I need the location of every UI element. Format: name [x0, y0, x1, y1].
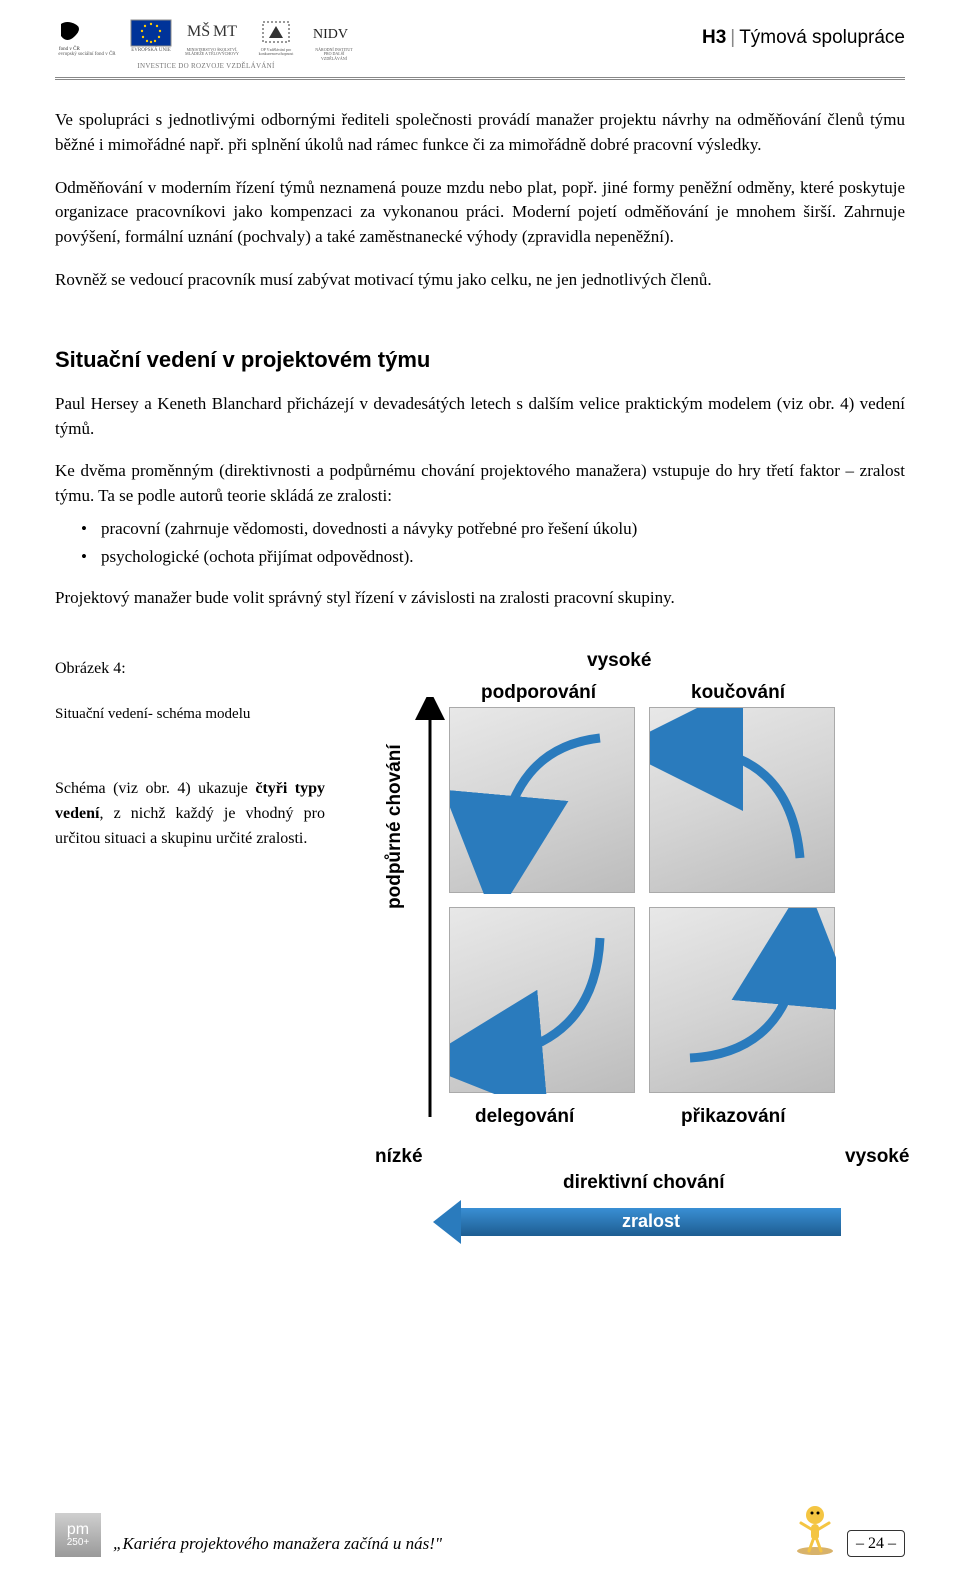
maturity-arrowhead-icon — [433, 1200, 461, 1244]
svg-text:MŠ: MŠ — [187, 21, 210, 40]
logo-nidv-label: NÁRODNÍ INSTITUT PRO DALŠÍ VZDĚLÁVÁNÍ — [311, 48, 357, 61]
quadrant-supporting — [449, 707, 635, 893]
axis-high-label: vysoké — [845, 1143, 909, 1171]
curve-arrow-icon — [450, 708, 636, 894]
logo-msmt: MŠ MT MINISTERSTVO ŠKOLSTVÍ, MLÁDEŽE A T… — [183, 18, 241, 57]
header-subtitle: Týmová spolupráce — [739, 27, 905, 48]
list-item: pracovní (zahrnuje vědomosti, dovednosti… — [101, 517, 905, 542]
paragraph-6: Projektový manažer bude volit správný st… — [55, 586, 905, 611]
logo-nidv: NIDV NÁRODNÍ INSTITUT PRO DALŠÍ VZDĚLÁVÁ… — [311, 18, 357, 61]
curve-arrow-icon — [650, 908, 836, 1094]
logo-esf: fond v ČR evropský sociální fond v ČR — [55, 18, 119, 58]
quadrant-label-directing: přikazování — [681, 1103, 786, 1131]
x-axis-label: direktivní chování — [563, 1169, 725, 1197]
situational-leadership-diagram: vysoké podpůrné chování nízké vysoké dir… — [345, 647, 905, 1257]
msmt-icon: MŠ MT — [183, 18, 241, 48]
quadrant-label-coaching: koučování — [691, 679, 785, 707]
page-number: – 24 – — [847, 1530, 905, 1557]
paragraph-4: Paul Hersey a Keneth Blanchard přicházej… — [55, 392, 905, 441]
bullet-list: pracovní (zahrnuje vědomosti, dovednosti… — [55, 517, 905, 570]
logo-op-label: OP Vzdělávání pro konkurenceschopnost — [249, 48, 303, 57]
pm250-bottom: 250+ — [67, 1538, 90, 1548]
axis-low-label: nízké — [375, 1143, 423, 1171]
esf-icon: fond v ČR — [55, 18, 119, 52]
pm250-logo: pm 250+ — [55, 1513, 101, 1557]
figure-title: Situační vedení- schéma modelu — [55, 704, 325, 726]
quadrant-coaching — [649, 707, 835, 893]
figure-desc-pre: Schéma (viz obr. 4) ukazuje — [55, 780, 255, 797]
svg-text:NIDV: NIDV — [313, 27, 348, 42]
quadrant-label-supporting: podporování — [481, 679, 596, 707]
y-axis-arrow-icon — [415, 697, 445, 1127]
page-footer: pm 250+ „Kariéra projektového manažera z… — [55, 1501, 905, 1557]
section-title: Situační vedení v projektovém týmu — [55, 344, 905, 376]
logo-op: OP Vzdělávání pro konkurenceschopnost — [249, 18, 303, 57]
logo-eu: EVROPSKÁ UNIE — [127, 18, 175, 54]
paragraph-2: Odměňování v moderním řízení týmů neznam… — [55, 176, 905, 250]
quadrant-delegating — [449, 907, 635, 1093]
paragraph-1: Ve spolupráci s jednotlivými odbornými ř… — [55, 108, 905, 157]
header-section-title: H3|Týmová spolupráce — [702, 24, 905, 52]
logo-msmt-label: MINISTERSTVO ŠKOLSTVÍ, MLÁDEŽE A TĚLOVÝC… — [183, 48, 241, 57]
y-axis-label: podpůrné chování — [381, 744, 409, 909]
figure-caption-column: Obrázek 4: Situační vedení- schéma model… — [55, 647, 325, 852]
figure-number: Obrázek 4: — [55, 657, 325, 680]
axis-top-label: vysoké — [587, 647, 651, 675]
mascot-icon — [793, 1501, 837, 1557]
op-icon — [249, 18, 303, 48]
quadrant-label-delegating: delegování — [475, 1103, 574, 1131]
figure-4-wrapper: Obrázek 4: Situační vedení- schéma model… — [55, 647, 905, 1257]
nidv-icon: NIDV — [311, 18, 357, 48]
eu-flag-icon — [127, 18, 175, 48]
list-item: psychologické (ochota přijímat odpovědno… — [101, 545, 905, 570]
header-logos-block: fond v ČR evropský sociální fond v ČR — [55, 18, 357, 71]
quadrant-directing — [649, 907, 835, 1093]
paragraph-3: Rovněž se vedoucí pracovník musí zabývat… — [55, 268, 905, 293]
footer-quote: „Kariéra projektového manažera začíná u … — [113, 1532, 442, 1557]
logo-eu-label: EVROPSKÁ UNIE — [131, 48, 171, 54]
paragraph-5: Ke dvěma proměnným (direktivnosti a podp… — [55, 459, 905, 508]
page-header: fond v ČR evropský sociální fond v ČR — [55, 18, 905, 80]
svg-text:MT: MT — [213, 23, 237, 40]
maturity-arrow-bar: zralost — [433, 1205, 841, 1239]
curve-arrow-icon — [650, 708, 836, 894]
quadrant-grid — [449, 707, 835, 1093]
logo-esf-label: evropský sociální fond v ČR — [58, 52, 115, 58]
pm250-top: pm — [67, 1522, 89, 1538]
maturity-label: zralost — [461, 1208, 841, 1236]
curve-arrow-icon — [450, 908, 636, 1094]
invest-line: INVESTICE DO ROZVOJE VZDĚLÁVÁNÍ — [55, 61, 357, 71]
figure-description: Schéma (viz obr. 4) ukazuje čtyři typy v… — [55, 777, 325, 851]
header-code: H3 — [702, 27, 726, 48]
